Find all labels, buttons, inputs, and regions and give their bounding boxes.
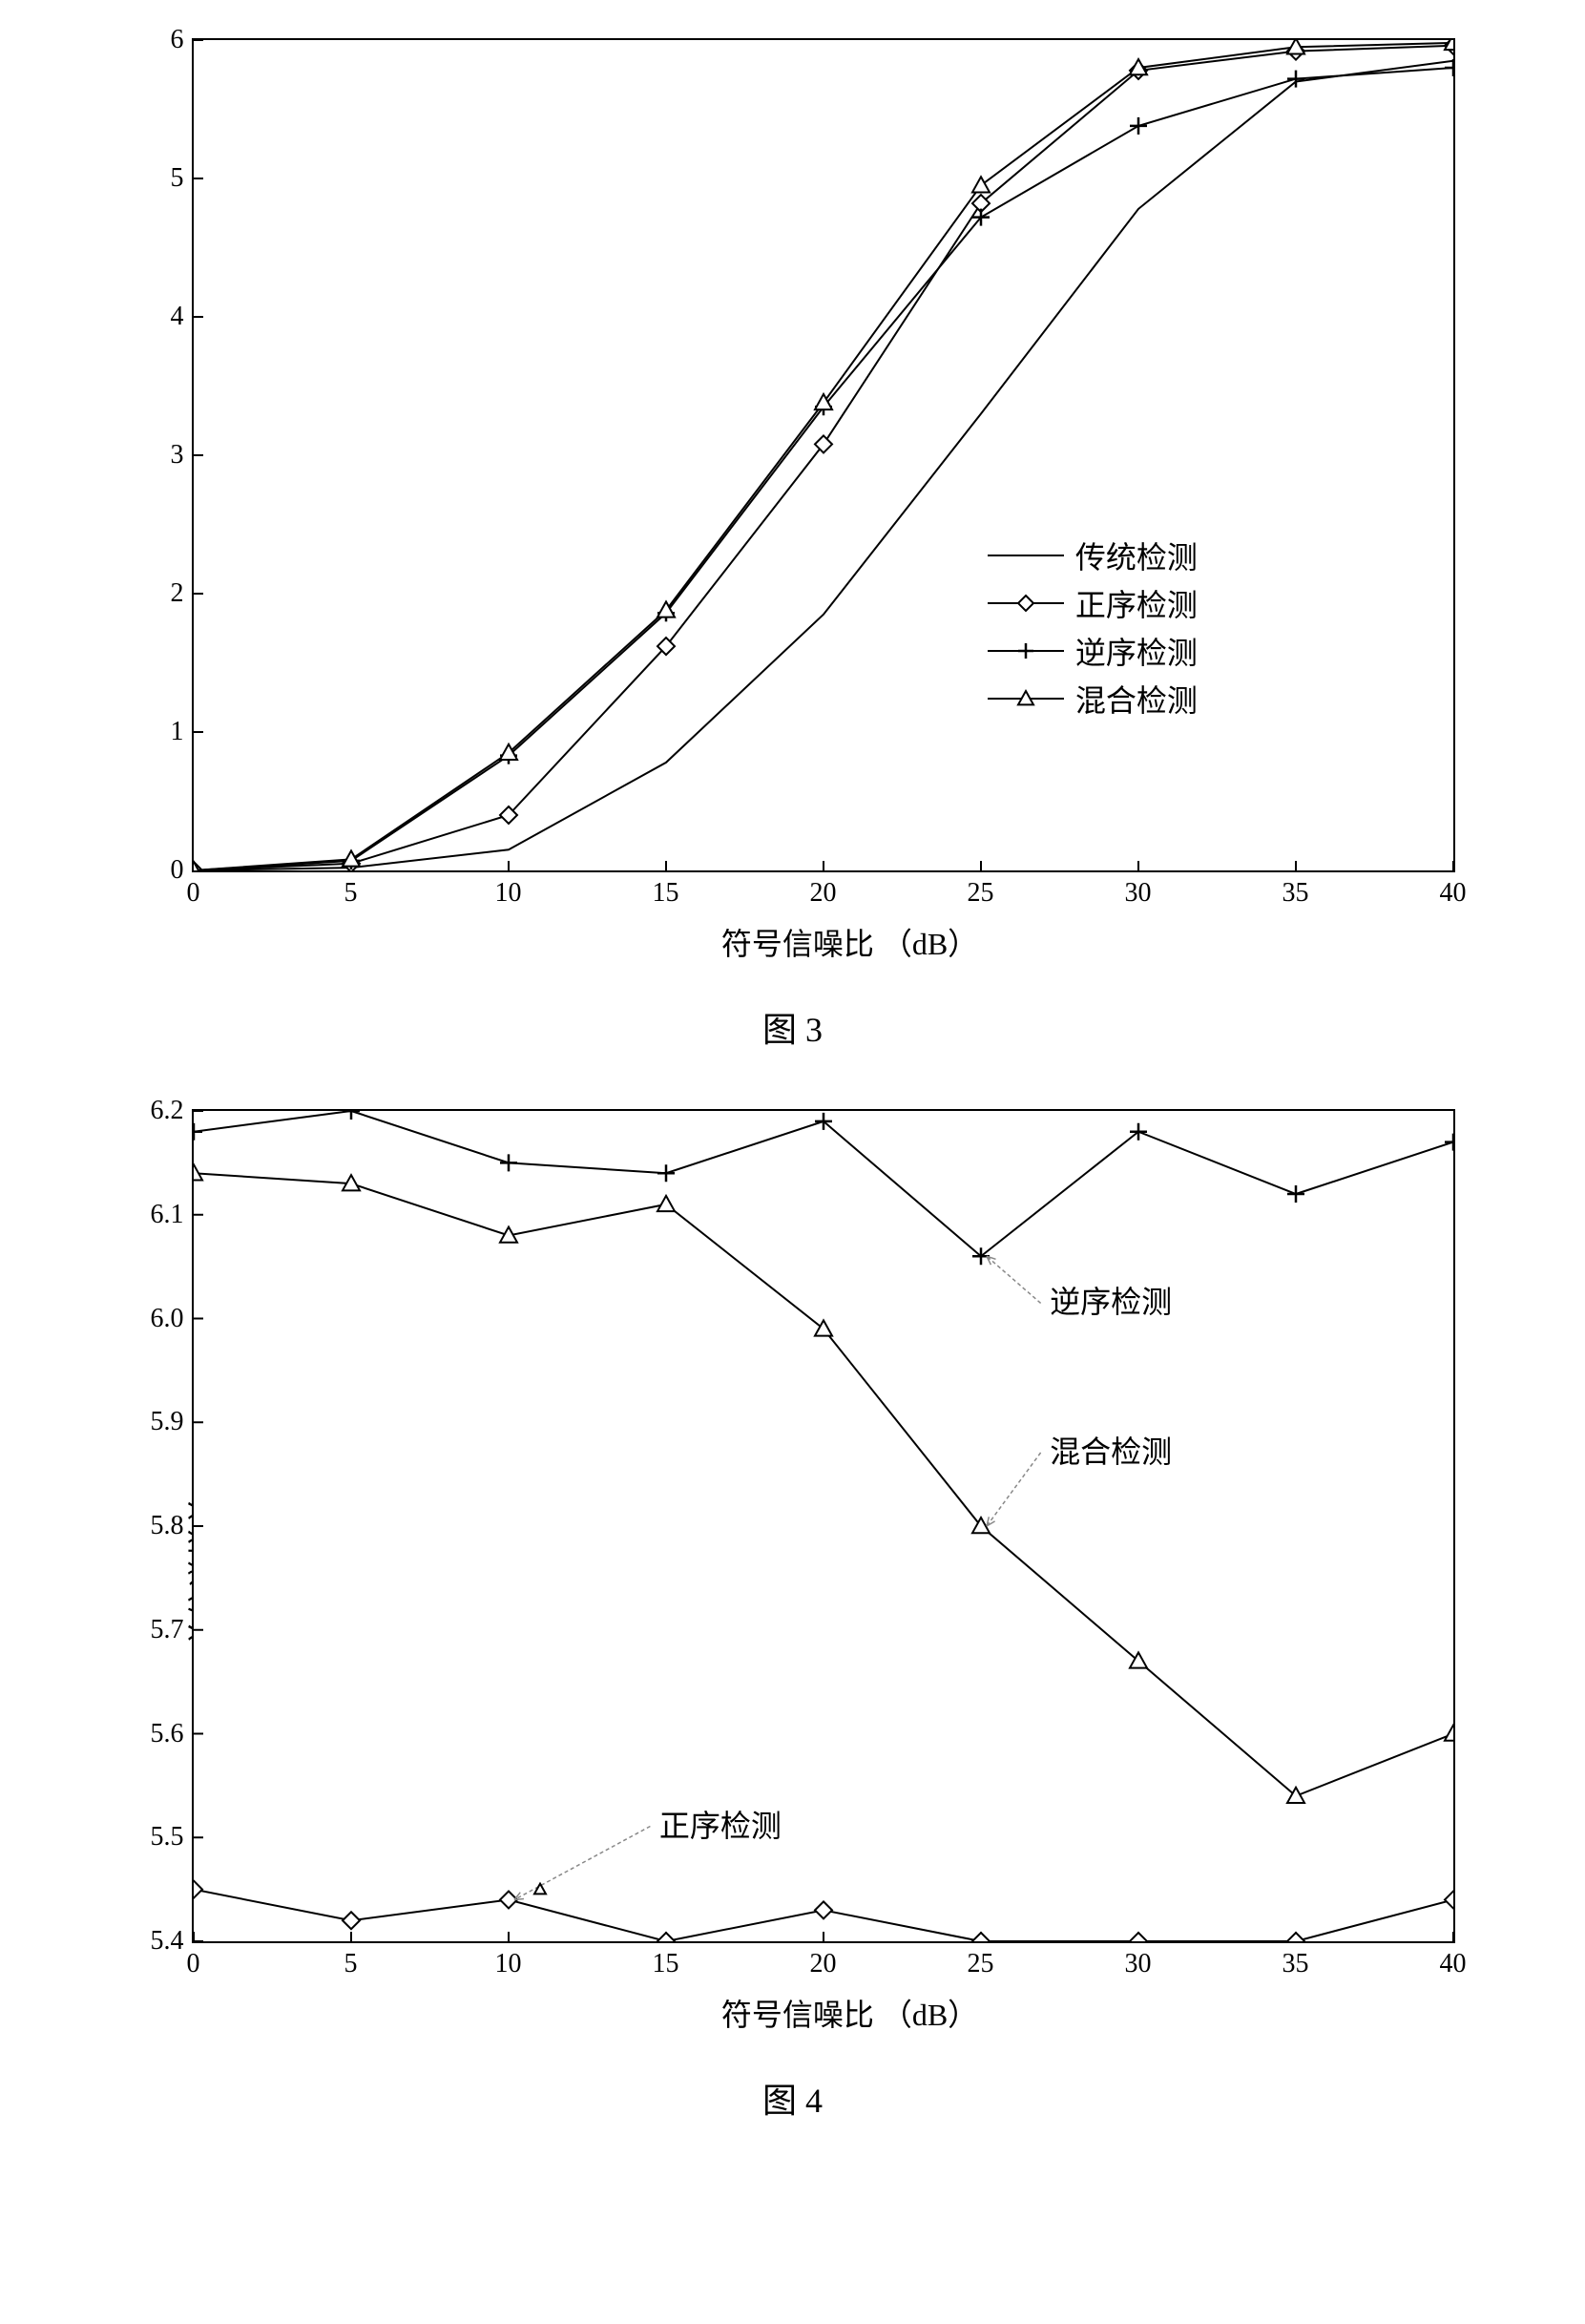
ytick-label: 5.6 <box>151 1719 184 1749</box>
xtick-label: 5 <box>344 1949 358 1979</box>
ytick-label: 0 <box>171 855 184 886</box>
xtick-label: 0 <box>187 1949 200 1979</box>
ytick-label: 5.5 <box>151 1822 184 1853</box>
xtick-label: 20 <box>810 878 837 909</box>
xtick-label: 40 <box>1440 1949 1467 1979</box>
ytick-label: 5.7 <box>151 1615 184 1645</box>
xtick-label: 20 <box>810 1949 837 1979</box>
xtick-label: 10 <box>495 1949 522 1979</box>
ytick-label: 3 <box>171 440 184 471</box>
chart-svg <box>194 40 1453 870</box>
ytick-label: 2 <box>171 578 184 609</box>
annotation-label: 正序检测 <box>659 1802 782 1846</box>
xtick-label: 30 <box>1125 878 1152 909</box>
ytick-label: 6.0 <box>151 1304 184 1334</box>
ytick-label: 6.1 <box>151 1200 184 1230</box>
xtick-label: 25 <box>968 1949 994 1979</box>
figure-4: 总信道增益 05101520253035405.45.55.65.75.85.9… <box>77 1109 1509 2123</box>
legend-marker-icon <box>988 687 1064 710</box>
ytick-label: 1 <box>171 717 184 747</box>
annotation-label: 逆序检测 <box>1050 1278 1172 1322</box>
legend-label: 传统检测 <box>1075 534 1198 577</box>
ytick-label: 5.4 <box>151 1926 184 1957</box>
fig4-xlabel: 符号信噪比 （dB） <box>192 1991 1509 2035</box>
xtick-label: 5 <box>344 878 358 909</box>
xtick-label: 35 <box>1283 1949 1309 1979</box>
fig4-plot-area: 05101520253035405.45.55.65.75.85.96.06.1… <box>192 1109 1455 1943</box>
xtick-label: 0 <box>187 878 200 909</box>
fig4-caption: 图 4 <box>77 2073 1509 2123</box>
xtick-label: 40 <box>1440 878 1467 909</box>
legend-label: 逆序检测 <box>1075 629 1198 673</box>
legend: 传统检测正序检测 逆序检测混合检测 <box>974 522 1211 732</box>
fig3-xlabel: 符号信噪比 （dB） <box>192 920 1509 964</box>
legend-marker-icon <box>988 639 1064 662</box>
legend-item: 逆序检测 <box>988 629 1198 673</box>
xtick-label: 15 <box>653 878 679 909</box>
xtick-label: 25 <box>968 878 994 909</box>
annotation-label: 混合检测 <box>1050 1428 1172 1472</box>
legend-marker-icon <box>988 592 1064 615</box>
ytick-label: 5.9 <box>151 1407 184 1437</box>
legend-label: 正序检测 <box>1075 581 1198 625</box>
xtick-label: 30 <box>1125 1949 1152 1979</box>
legend-label: 混合检测 <box>1075 677 1198 721</box>
fig3-caption: 图 3 <box>77 1002 1509 1052</box>
legend-marker-icon <box>988 544 1064 567</box>
ytick-label: 6 <box>171 25 184 55</box>
xtick-label: 35 <box>1283 878 1309 909</box>
fig3-plot-area: 05101520253035400123456传统检测正序检测 逆序检测混合检测 <box>192 38 1455 872</box>
ytick-label: 5 <box>171 163 184 194</box>
legend-item: 正序检测 <box>988 581 1198 625</box>
ytick-label: 4 <box>171 302 184 332</box>
legend-item: 传统检测 <box>988 534 1198 577</box>
ytick-label: 6.2 <box>151 1096 184 1126</box>
chart-svg <box>194 1111 1453 1941</box>
ytick-label: 5.8 <box>151 1511 184 1541</box>
figure-3: 频谱效率 （bit/（s．Hz．天线）） 0510152025303540012… <box>77 38 1509 1052</box>
xtick-label: 15 <box>653 1949 679 1979</box>
xtick-label: 10 <box>495 878 522 909</box>
legend-item: 混合检测 <box>988 677 1198 721</box>
